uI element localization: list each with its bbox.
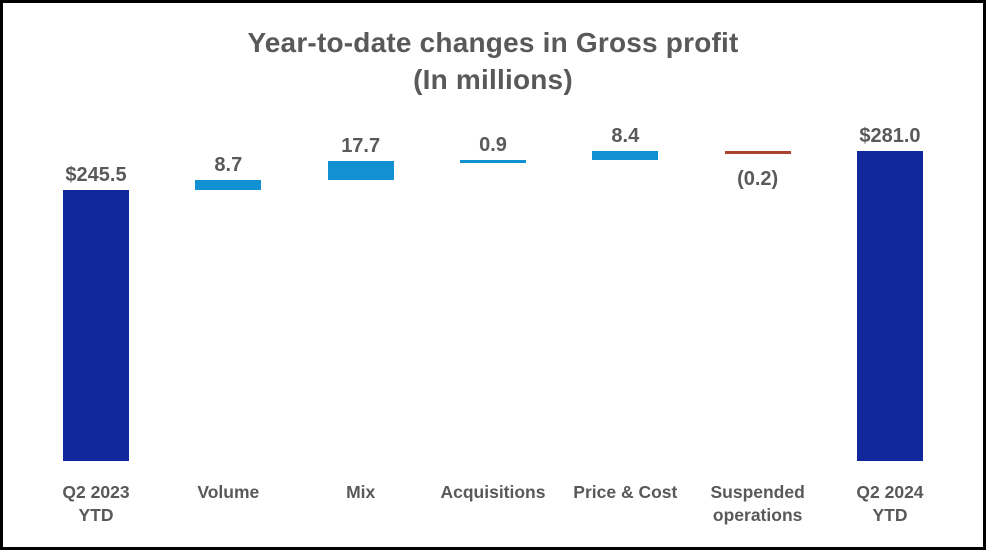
waterfall-bar-total <box>63 190 129 461</box>
value-label: 0.9 <box>479 133 507 156</box>
category-label-line: Q2 2023 <box>62 482 130 502</box>
waterfall-bar-total <box>856 150 923 461</box>
category-label-line: Price & Cost <box>573 482 678 502</box>
category-label-line: Suspended <box>710 482 805 502</box>
category-label-line: Acquisitions <box>440 482 546 502</box>
value-label: 17.7 <box>341 134 381 157</box>
waterfall-bar-increase <box>459 159 526 163</box>
category-label: Q2 2023 YTD <box>21 481 171 527</box>
waterfall-bar-increase <box>327 160 394 181</box>
value-label: $281.0 <box>859 124 921 147</box>
value-label: $245.5 <box>65 164 127 186</box>
waterfall-bar-decrease <box>724 150 791 154</box>
category-label-line: Q2 2024 <box>856 482 924 502</box>
category-label-line: YTD <box>872 505 908 525</box>
value-label: 8.7 <box>214 154 243 177</box>
waterfall-bar-increase <box>195 180 262 190</box>
category-label-line: YTD <box>78 505 114 525</box>
waterfall-bar-increase <box>592 150 659 160</box>
category-label-line: Mix <box>346 482 376 502</box>
category-label: Acquisitions <box>418 481 568 504</box>
category-label: Price & Cost <box>550 481 700 504</box>
category-label: Q2 2024 YTD <box>815 481 965 527</box>
category-label: Volume <box>153 481 303 504</box>
chart-title-line2: (In millions) <box>413 64 573 95</box>
chart-title-line1: Year-to-date changes in Gross profit <box>247 27 739 58</box>
value-label: 8.4 <box>611 124 640 147</box>
category-label-line: operations <box>712 505 803 525</box>
category-label: Suspended operations <box>683 481 833 527</box>
category-label-line: Volume <box>197 482 260 502</box>
category-label: Mix <box>286 481 436 504</box>
waterfall-plot: $245.5 Q2 2023 YTD 8.7 Volume 17.7 Mix 0.9 Acqui… <box>3 3 983 547</box>
value-label: (0.2) <box>737 167 779 190</box>
chart-title: Year-to-date changes in Gross profit (In… <box>3 24 983 98</box>
